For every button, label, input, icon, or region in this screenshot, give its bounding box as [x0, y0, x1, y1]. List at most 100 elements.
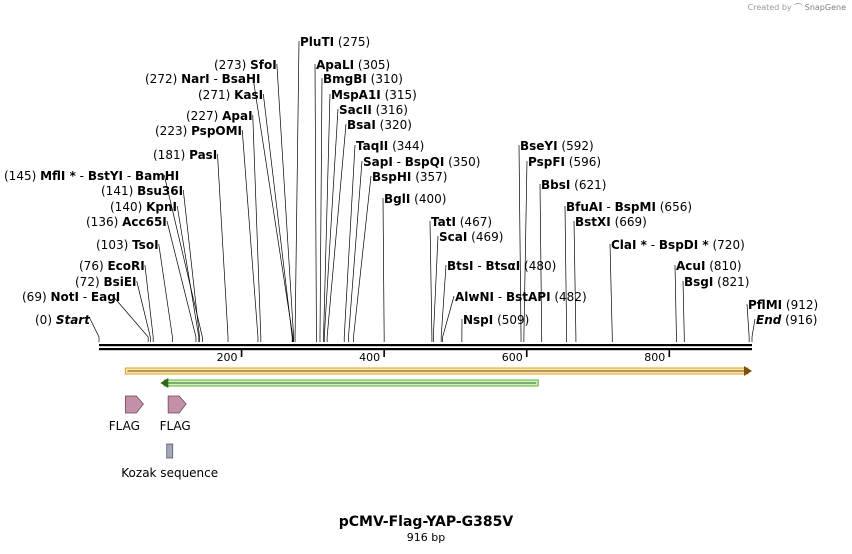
site-sacii[interactable]: SacII (316) [339, 103, 408, 117]
site-nari[interactable]: (272) NarI - BsaHI [145, 72, 261, 86]
enzyme-name: PluTI [300, 35, 334, 49]
site-apali[interactable]: ApaLI (305) [316, 58, 390, 72]
site-leader-line [252, 77, 294, 342]
site-bsai[interactable]: BsaI (320) [347, 118, 412, 132]
cut-position: (821) [713, 275, 749, 289]
axis-tick-label: 400 [359, 351, 380, 364]
site-tsoi[interactable]: (103) TsoI [96, 238, 159, 252]
axis-tick-label: 200 [217, 351, 238, 364]
site-kpni[interactable]: (140) KpnI [110, 200, 177, 214]
snapgene-credit: Created by ⌒ SnapGene [748, 2, 846, 13]
site-pflmi[interactable]: PflMI (912) [748, 298, 818, 312]
site-alwni[interactable]: AlwNI - BstAPI (482) [455, 290, 587, 304]
site-pspfi[interactable]: PspFI (596) [528, 155, 601, 169]
cut-position: (136) [86, 215, 122, 229]
enzyme-name: BsiEI [103, 275, 136, 289]
enzyme-name: KpnI [146, 200, 177, 214]
enzyme-name: ClaI * [611, 238, 648, 252]
site-bsgi[interactable]: BsgI (821) [684, 275, 749, 289]
cut-position: (272) [145, 72, 181, 86]
site-label: NspI (509) [463, 313, 529, 327]
enzyme-name: BspDI * [659, 238, 709, 252]
site-tati[interactable]: TatI (467) [431, 215, 492, 229]
backbone-top-strand [99, 344, 752, 347]
axis-tick-label: 600 [502, 351, 523, 364]
site-pspomi[interactable]: (223) PspOMI [155, 124, 242, 138]
flag-arrow-icon[interactable] [124, 395, 144, 414]
green-orf-arrowhead [160, 378, 169, 388]
cut-position: (480) [520, 259, 556, 273]
site-bseyi[interactable]: BseYI (592) [520, 139, 594, 153]
cut-position: (72) [75, 275, 103, 289]
flag-arrow-icon[interactable] [167, 395, 187, 414]
site-label: BseYI (592) [520, 139, 594, 153]
site-leader-line [252, 114, 262, 342]
cut-position: (320) [376, 118, 412, 132]
enzyme-name: TsoI [132, 238, 158, 252]
site-mfli[interactable]: (145) MflI * - BstYI - BamHI [4, 169, 179, 183]
site-label: SacII (316) [339, 103, 408, 117]
enzyme-separator: - [393, 155, 405, 169]
site-bsiei[interactable]: (72) BsiEI [75, 275, 137, 289]
enzyme-name: BbsI [541, 178, 570, 192]
site-label: PflMI (912) [748, 298, 818, 312]
site-kasi[interactable]: (271) KasI [198, 88, 263, 102]
site-ecori[interactable]: (76) EcoRI [79, 259, 145, 273]
enzyme-name: BseYI [520, 139, 558, 153]
site-bsu36i[interactable]: (141) Bsu36I [101, 184, 183, 198]
cut-position: (271) [198, 88, 234, 102]
cut-position: (140) [110, 200, 146, 214]
site-start[interactable]: (0) Start [35, 313, 91, 327]
kozak-box-icon[interactable] [166, 443, 174, 459]
site-scai[interactable]: ScaI (469) [439, 230, 503, 244]
site-bgli[interactable]: BglI (400) [384, 192, 446, 206]
site-acui[interactable]: AcuI (810) [676, 259, 742, 273]
site-label: (272) NarI - BsaHI [145, 72, 261, 86]
site-acc65i[interactable]: (136) Acc65I [86, 215, 167, 229]
enzyme-separator: - [123, 169, 135, 183]
site-bsphi[interactable]: BspHI (357) [372, 170, 447, 184]
site-leader-line [518, 144, 522, 342]
site-nspi[interactable]: NspI (509) [463, 313, 529, 327]
site-leader-line [323, 93, 331, 342]
enzyme-name: PasI [189, 148, 217, 162]
enzyme-name: BtsI [447, 259, 474, 273]
site-leader-line [262, 93, 293, 342]
site-sapi[interactable]: SapI - BspQI (350) [363, 155, 480, 169]
site-apai[interactable]: (227) ApaI [186, 109, 253, 123]
site-bbsi[interactable]: BbsI (621) [541, 178, 606, 192]
site-leader-line [353, 175, 372, 342]
site-leader-line [89, 318, 100, 342]
site-leader-line [573, 220, 577, 342]
site-pluti[interactable]: PluTI (275) [300, 35, 370, 49]
site-taqii[interactable]: TaqII (344) [356, 139, 424, 153]
enzyme-name: PflMI [748, 298, 782, 312]
site-leader-line [674, 264, 677, 342]
enzyme-name: Acc65I [122, 215, 167, 229]
feature-label-flag: FLAG [109, 419, 140, 433]
enzyme-name: EagI [91, 290, 120, 304]
site-clai[interactable]: ClaI * - BspDI * (720) [611, 238, 745, 252]
enzyme-separator: - [474, 259, 486, 273]
enzyme-name: NotI [50, 290, 79, 304]
site-label: AlwNI - BstAPI (482) [455, 290, 587, 304]
site-mspa1i[interactable]: MspA1I (315) [331, 88, 417, 102]
site-leader-line [429, 220, 433, 342]
cut-position: (482) [551, 290, 587, 304]
site-label: SapI - BspQI (350) [363, 155, 480, 169]
site-btsi[interactable]: BtsI - BtsαI (480) [447, 259, 556, 273]
site-bfuai[interactable]: BfuAI - BspMI (656) [566, 200, 692, 214]
site-bstxi[interactable]: BstXI (669) [575, 215, 647, 229]
cut-position: (316) [372, 103, 408, 117]
site-label: BspHI (357) [372, 170, 447, 184]
cut-position: (0) [35, 313, 56, 327]
site-sfoi[interactable]: (273) SfoI [214, 58, 277, 72]
site-leader-line [564, 205, 568, 342]
site-pasi[interactable]: (181) PasI [153, 148, 217, 162]
enzyme-separator: - [76, 169, 88, 183]
site-leader-line [144, 264, 154, 342]
site-noti[interactable]: (69) NotI - EagI [22, 290, 120, 304]
site-bmgbi[interactable]: BmgBI (310) [323, 72, 403, 86]
site-end[interactable]: End (916) [756, 313, 817, 327]
cut-position: (720) [709, 238, 745, 252]
